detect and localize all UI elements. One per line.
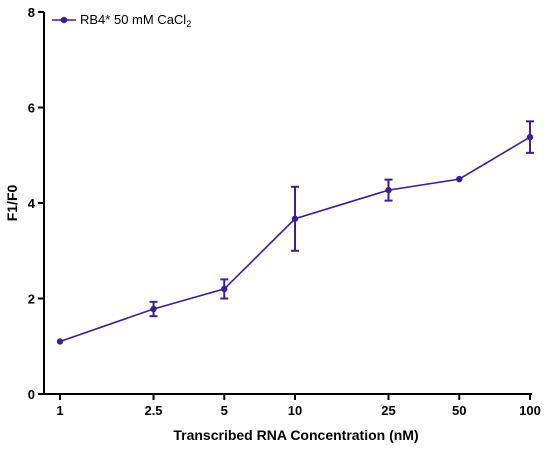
series-layer xyxy=(56,120,534,345)
data-point xyxy=(385,186,392,194)
legend-marker xyxy=(60,16,68,24)
x-tick-label: 50 xyxy=(452,403,466,418)
x-tick-label: 10 xyxy=(288,403,302,418)
y-ticks: 0 2 4 6 8 xyxy=(28,5,44,402)
legend-label: RB4* 50 mM CaCl2 xyxy=(80,12,191,29)
x-tick-label: 2.5 xyxy=(144,403,162,418)
data-point xyxy=(56,338,64,345)
y-tick-label: 2 xyxy=(28,292,35,307)
y-axis-title: F1/F0 xyxy=(4,185,20,222)
data-point xyxy=(291,215,299,222)
x-tick-label: 100 xyxy=(519,403,541,418)
x-ticks: 1 2.5 5 10 25 50 100 xyxy=(56,394,541,418)
x-tick-label: 25 xyxy=(381,403,395,418)
y-tick-label: 6 xyxy=(28,101,35,116)
legend-label-subscript: 2 xyxy=(186,19,191,29)
data-point xyxy=(221,285,228,293)
data-point xyxy=(456,175,463,183)
legend-label-text: RB4* 50 mM CaCl xyxy=(80,12,186,27)
y-tick-label: 8 xyxy=(28,5,35,20)
y-tick-label: 0 xyxy=(28,387,35,402)
data-point xyxy=(150,305,157,313)
x-axis-title: Transcribed RNA Concentration (nM) xyxy=(173,427,418,443)
x-tick-label: 5 xyxy=(221,403,228,418)
y-tick-label: 4 xyxy=(28,196,36,211)
legend: RB4* 50 mM CaCl2 xyxy=(52,12,191,29)
x-tick-label: 1 xyxy=(56,403,63,418)
data-point xyxy=(526,133,534,141)
